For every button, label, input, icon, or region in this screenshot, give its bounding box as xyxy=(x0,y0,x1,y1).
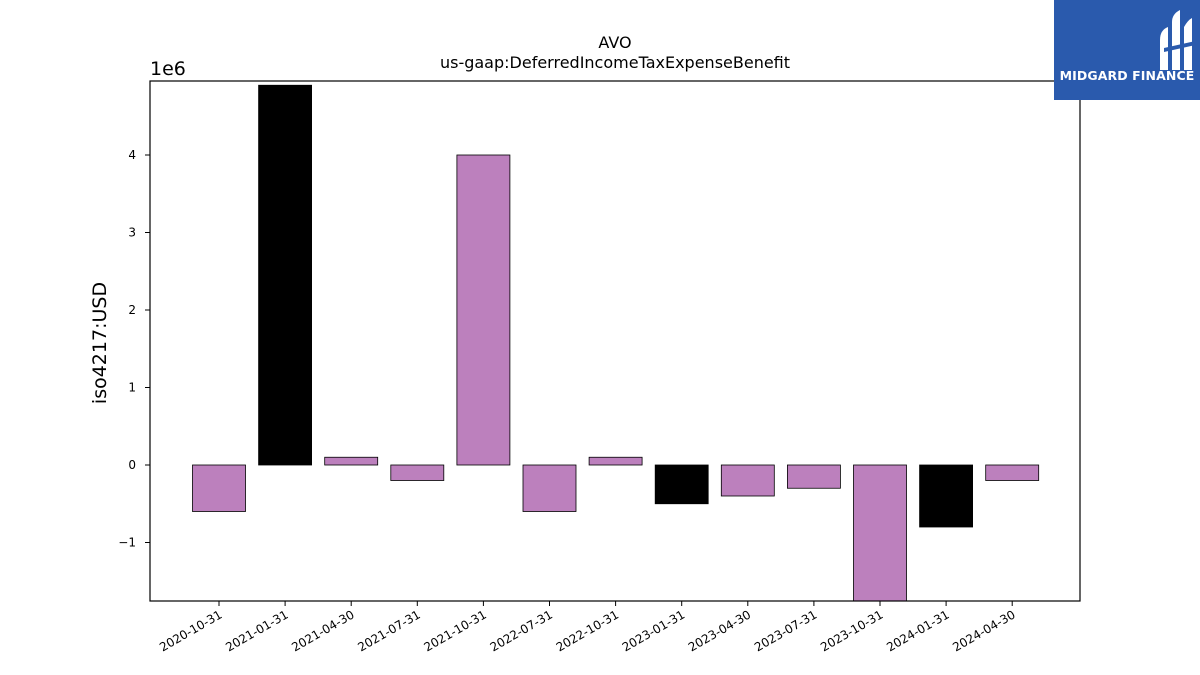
logo-text: MIDGARD FINANCE xyxy=(1059,68,1195,83)
y-tick-label: 3 xyxy=(128,226,136,240)
chart-subtitle: us-gaap:DeferredIncomeTaxExpenseBenefit xyxy=(440,53,790,72)
y-axis-label: iso4217:USD xyxy=(89,282,111,404)
bar-2021-10-31 xyxy=(456,154,511,466)
y-tick-label: 1 xyxy=(128,381,136,395)
midgard-finance-logo: MIDGARD FINANCE xyxy=(1054,0,1200,100)
y-tick-label: 0 xyxy=(128,458,136,472)
x-tick-label: 2021-10-31 xyxy=(421,607,488,654)
x-tick-label: 2023-07-31 xyxy=(752,607,819,654)
y-tick-label: 4 xyxy=(128,148,136,162)
x-tick-label: 2021-01-31 xyxy=(223,607,290,654)
bar-2023-10-31 xyxy=(853,464,907,602)
bar-2021-07-31 xyxy=(390,464,445,481)
x-tick-label: 2020-10-31 xyxy=(157,607,224,654)
plot-frame xyxy=(149,80,1081,602)
x-ticks-group: 2020-10-312021-01-312021-04-302021-07-31… xyxy=(157,601,1018,654)
x-tick-label: 2023-01-31 xyxy=(620,607,687,654)
bar-2024-01-31 xyxy=(919,464,973,528)
bar-2023-01-31 xyxy=(654,464,709,505)
x-tick-label: 2021-04-30 xyxy=(289,607,356,654)
x-tick-label: 2024-01-31 xyxy=(884,607,951,654)
x-tick-label: 2024-04-30 xyxy=(950,607,1017,654)
x-tick-label: 2022-07-31 xyxy=(488,607,555,654)
chart-title: AVO xyxy=(598,33,631,52)
midgard-logo-icon xyxy=(1160,10,1200,70)
y-tick-label: 2 xyxy=(128,303,136,317)
bar-2021-04-30 xyxy=(324,456,379,466)
y-tick-label: −1 xyxy=(118,536,136,550)
x-tick-label: 2023-10-31 xyxy=(818,607,885,654)
bar-2022-10-31 xyxy=(588,456,643,466)
bar-2024-04-30 xyxy=(985,464,1040,481)
bars-group xyxy=(192,84,1040,602)
bar-2021-01-31 xyxy=(258,84,313,466)
bar-2020-10-31 xyxy=(192,464,246,512)
bar-2023-07-31 xyxy=(787,464,841,489)
x-tick-label: 2022-10-31 xyxy=(554,607,621,654)
bar-2023-04-30 xyxy=(720,464,775,497)
bar-2022-07-31 xyxy=(522,464,577,512)
x-tick-label: 2021-07-31 xyxy=(355,607,422,654)
y-offset-label: 1e6 xyxy=(150,58,186,80)
x-tick-label: 2023-04-30 xyxy=(686,607,753,654)
y-ticks-group: −1 0 1 2 3 4 xyxy=(118,148,150,550)
